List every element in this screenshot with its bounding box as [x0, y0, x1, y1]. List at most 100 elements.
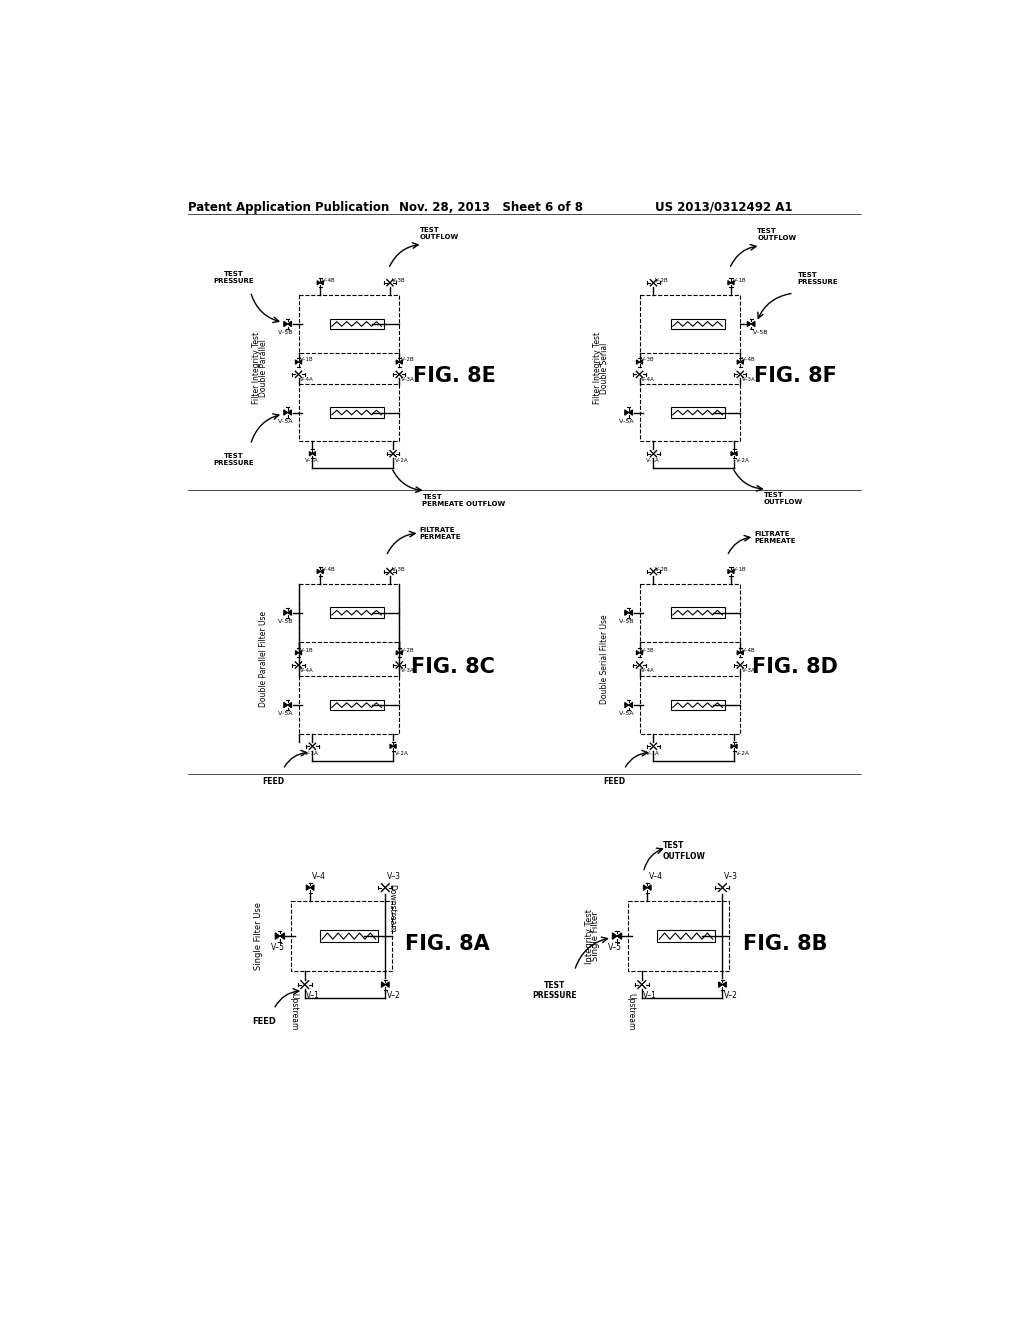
Polygon shape — [647, 884, 651, 890]
Text: V–2B: V–2B — [400, 648, 415, 653]
Bar — [330, 407, 384, 418]
Text: US 2013/0312492 A1: US 2013/0312492 A1 — [655, 201, 793, 214]
Text: V–3A: V–3A — [741, 668, 756, 673]
Text: FEED: FEED — [253, 1016, 276, 1026]
Polygon shape — [740, 651, 743, 655]
Polygon shape — [728, 281, 731, 285]
Polygon shape — [728, 569, 731, 574]
Text: Integrity Test: Integrity Test — [585, 908, 594, 964]
Polygon shape — [317, 569, 321, 574]
Polygon shape — [393, 744, 396, 748]
Polygon shape — [396, 651, 399, 655]
Polygon shape — [722, 982, 726, 987]
Polygon shape — [731, 744, 734, 748]
Polygon shape — [640, 360, 643, 364]
Polygon shape — [295, 360, 299, 364]
Text: V–1B: V–1B — [300, 648, 313, 653]
Text: Double Serial: Double Serial — [600, 342, 609, 393]
Polygon shape — [629, 610, 633, 615]
Polygon shape — [288, 702, 292, 708]
Polygon shape — [288, 610, 292, 615]
Polygon shape — [740, 360, 743, 364]
Text: Single Filter Use: Single Filter Use — [254, 902, 263, 970]
Polygon shape — [310, 884, 314, 890]
Text: Filter Integrity Test: Filter Integrity Test — [252, 333, 261, 404]
Bar — [640, 296, 740, 352]
Text: FILTRATE
PERMEATE: FILTRATE PERMEATE — [420, 527, 461, 540]
Text: V–1A: V–1A — [646, 751, 659, 756]
Text: V–2A: V–2A — [735, 458, 750, 463]
Text: Upstream: Upstream — [627, 993, 636, 1030]
Text: V–3A: V–3A — [400, 378, 415, 383]
Bar — [299, 676, 399, 734]
Text: FEED: FEED — [603, 777, 626, 787]
Bar — [640, 583, 740, 642]
Text: V–4A: V–4A — [641, 668, 654, 673]
Polygon shape — [636, 360, 640, 364]
Text: V–2B: V–2B — [655, 566, 669, 572]
Polygon shape — [612, 933, 617, 940]
Text: V–4A: V–4A — [300, 378, 313, 383]
Bar — [319, 929, 378, 942]
Text: V–1: V–1 — [643, 991, 656, 999]
Text: TEST
PERMEATE OUTFLOW: TEST PERMEATE OUTFLOW — [423, 494, 506, 507]
Text: V–4A: V–4A — [641, 378, 654, 383]
Polygon shape — [719, 982, 722, 987]
Text: V–1B: V–1B — [300, 358, 313, 363]
Text: V–2B: V–2B — [400, 358, 415, 363]
Text: Upstream: Upstream — [290, 993, 299, 1030]
Text: Downstream: Downstream — [387, 884, 396, 932]
Polygon shape — [299, 651, 302, 655]
Bar — [330, 607, 384, 618]
Text: V–5: V–5 — [270, 942, 285, 952]
Polygon shape — [288, 321, 292, 326]
Text: V–4: V–4 — [649, 873, 663, 882]
Polygon shape — [734, 744, 737, 748]
Text: V–3B: V–3B — [391, 279, 406, 282]
Bar — [640, 676, 740, 734]
Text: V–4B: V–4B — [741, 358, 756, 363]
Polygon shape — [629, 702, 633, 708]
Text: V–1B: V–1B — [732, 279, 746, 282]
Text: V–5A: V–5A — [279, 418, 294, 424]
Polygon shape — [640, 651, 643, 655]
Polygon shape — [617, 933, 622, 940]
Bar — [330, 700, 384, 710]
Bar — [299, 384, 399, 441]
Polygon shape — [284, 409, 288, 416]
Text: V–1A: V–1A — [646, 458, 659, 463]
Text: TEST
PRESSURE: TEST PRESSURE — [798, 272, 839, 285]
Text: FIG. 8B: FIG. 8B — [742, 933, 827, 954]
Polygon shape — [309, 451, 312, 455]
Text: Nov. 28, 2013   Sheet 6 of 8: Nov. 28, 2013 Sheet 6 of 8 — [399, 201, 584, 214]
Text: V–5B: V–5B — [279, 330, 294, 335]
Polygon shape — [643, 884, 647, 890]
Text: V–4B: V–4B — [741, 648, 756, 653]
Bar — [291, 902, 391, 970]
Bar — [299, 296, 399, 352]
Text: TEST
PRESSURE: TEST PRESSURE — [213, 271, 254, 284]
Text: V–2A: V–2A — [735, 751, 750, 756]
Polygon shape — [625, 409, 629, 416]
Text: V–3A: V–3A — [400, 668, 415, 673]
Text: V–4B: V–4B — [322, 566, 336, 572]
Polygon shape — [280, 933, 285, 940]
Polygon shape — [381, 982, 385, 987]
Text: TEST
OUTFLOW: TEST OUTFLOW — [764, 492, 803, 506]
Text: FIG. 8F: FIG. 8F — [755, 366, 837, 385]
Text: V–5B: V–5B — [620, 619, 635, 624]
Text: V–4: V–4 — [311, 873, 326, 882]
Text: V–3B: V–3B — [391, 566, 406, 572]
Polygon shape — [399, 360, 402, 364]
Text: V–5A: V–5A — [279, 711, 294, 717]
Polygon shape — [390, 744, 393, 748]
Text: Double Parallel Filter Use: Double Parallel Filter Use — [259, 611, 268, 708]
Polygon shape — [636, 651, 640, 655]
Polygon shape — [299, 360, 302, 364]
Text: V–2A: V–2A — [394, 458, 409, 463]
Text: TEST
OUTFLOW: TEST OUTFLOW — [663, 841, 706, 861]
Text: V–4B: V–4B — [322, 279, 336, 282]
Polygon shape — [284, 610, 288, 615]
Polygon shape — [751, 321, 755, 326]
Text: TEST
OUTFLOW: TEST OUTFLOW — [758, 228, 797, 242]
